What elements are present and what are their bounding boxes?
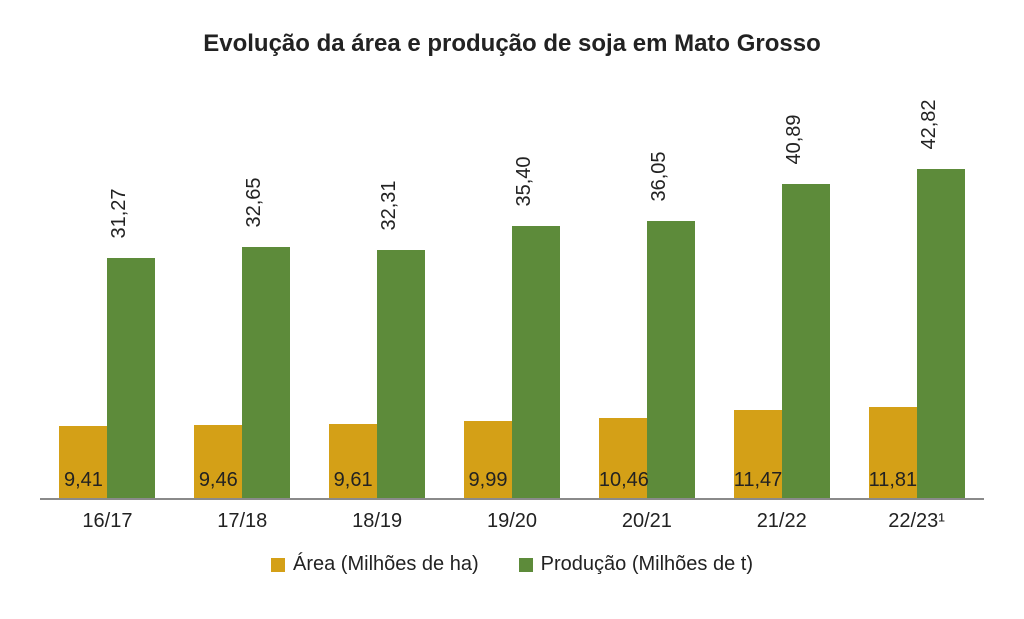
legend-item-producao: Produção (Milhões de t) bbox=[519, 553, 753, 576]
legend-swatch-producao bbox=[519, 558, 533, 572]
bar-producao-value: 35,40 bbox=[513, 157, 536, 207]
x-axis-label: 22/23¹ bbox=[849, 510, 984, 533]
bar-producao bbox=[377, 250, 425, 498]
bar-area-value: 9,99 bbox=[464, 469, 512, 492]
bar-producao-value: 32,31 bbox=[378, 180, 401, 230]
x-axis-labels: 16/1717/1818/1919/2020/2121/2222/23¹ bbox=[40, 510, 984, 533]
bar-groups: 9,41 31,27 9,46 32,65 9,61 32,31 9,99 35,40 10,4… bbox=[40, 68, 984, 498]
bar-producao bbox=[512, 226, 560, 498]
legend: Área (Milhões de ha) Produção (Milhões d… bbox=[40, 553, 984, 576]
bar-group: 9,46 32,65 bbox=[175, 68, 310, 498]
bar-group: 9,41 31,27 bbox=[40, 68, 175, 498]
legend-swatch-area bbox=[271, 558, 285, 572]
bar-group: 11,81 42,82 bbox=[849, 68, 984, 498]
bar-producao bbox=[647, 221, 695, 498]
x-axis-label: 16/17 bbox=[40, 510, 175, 533]
bar-area-value: 9,41 bbox=[59, 469, 107, 492]
bar-producao-value: 36,05 bbox=[648, 152, 671, 202]
x-axis-label: 20/21 bbox=[579, 510, 714, 533]
bar-producao bbox=[917, 169, 965, 498]
bar-area-value: 11,81 bbox=[869, 469, 917, 492]
bar-area-value: 9,46 bbox=[194, 469, 242, 492]
bar-group: 10,46 36,05 bbox=[579, 68, 714, 498]
bar-area-value: 11,47 bbox=[734, 469, 782, 492]
legend-item-area: Área (Milhões de ha) bbox=[271, 553, 479, 576]
bar-producao-value: 40,89 bbox=[783, 114, 806, 164]
bar-producao-value: 31,27 bbox=[108, 188, 131, 238]
bar-producao bbox=[242, 247, 290, 498]
legend-label-producao: Produção (Milhões de t) bbox=[541, 553, 753, 576]
x-axis-label: 17/18 bbox=[175, 510, 310, 533]
bar-producao-value: 32,65 bbox=[243, 178, 266, 228]
x-axis-label: 19/20 bbox=[445, 510, 580, 533]
plot-area: 9,41 31,27 9,46 32,65 9,61 32,31 9,99 35,40 10,4… bbox=[40, 68, 984, 500]
chart-title: Evolução da área e produção de soja em M… bbox=[40, 30, 984, 58]
legend-label-area: Área (Milhões de ha) bbox=[293, 553, 479, 576]
bar-producao bbox=[782, 184, 830, 498]
x-axis-label: 18/19 bbox=[310, 510, 445, 533]
bar-group: 11,47 40,89 bbox=[714, 68, 849, 498]
chart-container: Evolução da área e produção de soja em M… bbox=[0, 0, 1024, 619]
bar-area-value: 9,61 bbox=[329, 469, 377, 492]
bar-producao bbox=[107, 258, 155, 498]
bar-producao-value: 42,82 bbox=[918, 100, 941, 150]
bar-area-value: 10,46 bbox=[599, 469, 647, 492]
bar-group: 9,99 35,40 bbox=[445, 68, 580, 498]
bar-group: 9,61 32,31 bbox=[310, 68, 445, 498]
x-axis-label: 21/22 bbox=[714, 510, 849, 533]
